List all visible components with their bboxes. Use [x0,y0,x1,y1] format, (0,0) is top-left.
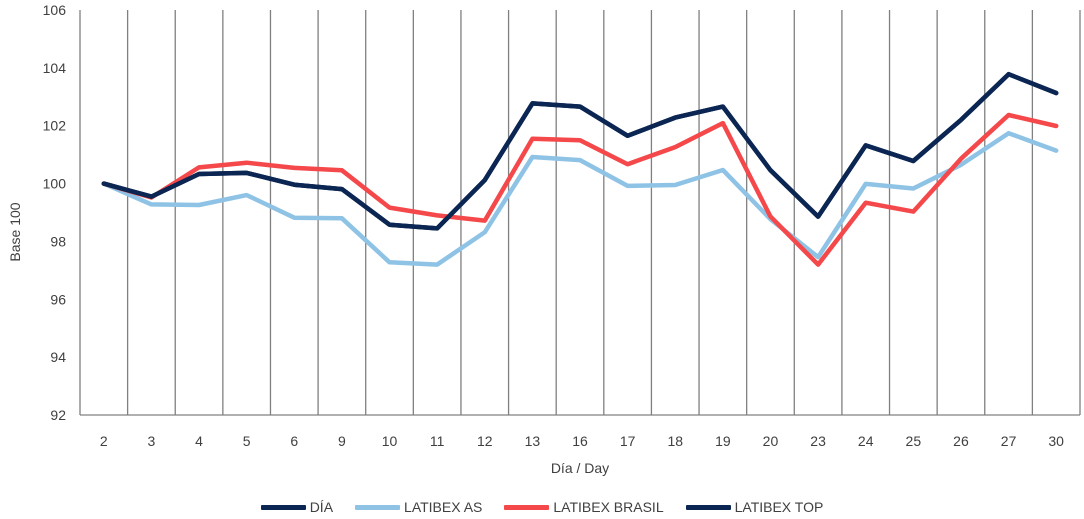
y-axis-ticks: 92 94 96 98 100 102 104 106 [43,2,67,423]
y-tick-label: 102 [43,118,67,134]
series-line-latibex-as [101,130,1059,267]
legend-swatch-latibex-top [685,504,731,510]
series-line-latibex-top [101,71,1059,231]
x-tick-label: 26 [953,433,969,449]
vertical-gridlines [79,10,1081,415]
legend-label-dia: DÍA [309,499,334,515]
x-tick-label: 25 [906,433,922,449]
legend-item-dia: DÍA [260,499,334,515]
legend-swatch-latibex-brasil [504,504,550,510]
x-tick-label: 30 [1048,433,1064,449]
y-tick-label: 94 [50,349,66,365]
y-tick-label: 96 [50,291,66,307]
x-tick-label: 2 [100,433,108,449]
x-tick-label: 11 [430,433,445,449]
series-line-d-a [101,71,1059,231]
x-tick-label: 17 [620,433,636,449]
x-tick-label: 20 [763,433,779,449]
x-tick-label: 18 [667,433,683,449]
y-tick-label: 100 [43,176,67,192]
x-tick-label: 9 [338,433,346,449]
x-axis-ticks: 2 3 4 5 6 9 10 11 12 13 16 17 18 19 20 23 24 25 26 27 30 [100,433,1064,449]
legend-item-latibex-top: LATIBEX TOP [685,499,824,515]
legend-label-latibex-top: LATIBEX TOP [734,499,824,515]
x-tick-label: 10 [382,433,398,449]
x-tick-label: 3 [148,433,156,449]
x-tick-label: 24 [858,433,874,449]
y-tick-label: 92 [50,407,66,423]
legend-swatch-latibex-as [355,504,401,510]
x-tick-label: 23 [810,433,826,449]
x-tick-label: 16 [572,433,588,449]
x-tick-label: 5 [243,433,251,449]
legend-label-latibex-brasil: LATIBEX BRASIL [553,499,664,515]
legend-label-latibex-as: LATIBEX AS [404,499,483,515]
legend-item-latibex-brasil: LATIBEX BRASIL [504,499,664,515]
x-tick-label: 13 [525,433,541,449]
x-tick-label: 12 [477,433,493,449]
y-tick-label: 106 [43,2,67,18]
legend: DÍA LATIBEX AS LATIBEX BRASIL LATIBEX TO… [0,499,1084,515]
y-tick-label: 104 [43,60,67,76]
y-axis-title: Base 100 [7,202,23,261]
x-tick-label: 6 [290,433,298,449]
legend-item-latibex-as: LATIBEX AS [355,499,482,515]
x-tick-label: 27 [1001,433,1017,449]
legend-swatch-dia [260,504,306,510]
y-tick-label: 98 [50,233,66,249]
x-tick-label: 19 [715,433,731,449]
series-lines [101,71,1059,267]
x-tick-label: 4 [195,433,203,449]
x-axis-title: Día / Day [551,460,609,476]
